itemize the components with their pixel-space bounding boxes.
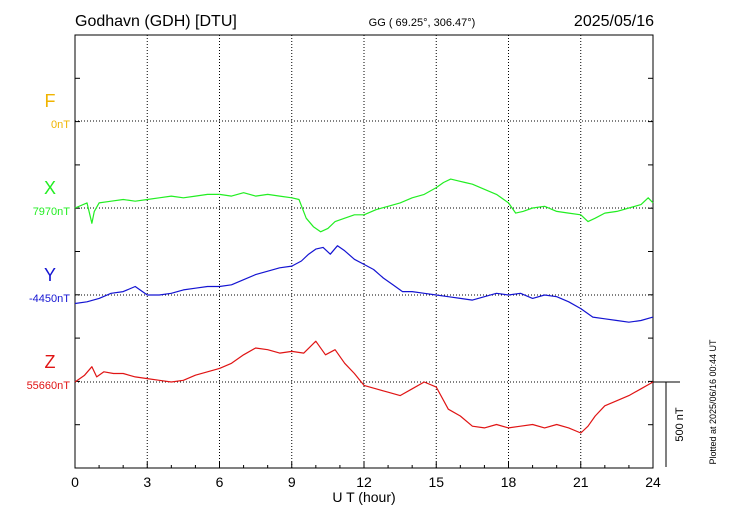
series-line-y xyxy=(74,245,654,323)
ticks: 0 3 6 9 12 15 18 21 24 xyxy=(71,77,661,490)
station-title: Godhavn (GDH) [DTU] xyxy=(75,13,237,30)
scale-bar: 500 nT xyxy=(653,381,686,467)
x-tick-label: 9 xyxy=(288,474,296,490)
series-name-z: Z xyxy=(45,352,56,372)
series-line-z xyxy=(74,340,654,434)
x-tick-label: 0 xyxy=(71,474,79,490)
baseline-value-y: -4450nT xyxy=(29,293,70,305)
series-group xyxy=(74,178,654,434)
series-name-y: Y xyxy=(44,265,56,285)
baseline-value-f: 0nT xyxy=(51,119,70,131)
baseline-value-x: 7970nT xyxy=(33,206,71,218)
baseline-value-z: 55660nT xyxy=(27,380,71,392)
series-name-f: F xyxy=(45,91,56,111)
scale-bar-label: 500 nT xyxy=(674,407,686,442)
plot-date: 2025/05/16 xyxy=(574,13,654,30)
station-coords: GG ( 69.25°, 306.47°) xyxy=(369,17,476,29)
x-tick-label: 24 xyxy=(645,474,661,490)
x-tick-label: 6 xyxy=(216,474,224,490)
x-tick-label: 12 xyxy=(356,474,372,490)
plotted-timestamp: Plotted at 2025/06/16 00:44 UT xyxy=(708,339,718,465)
series-name-x: X xyxy=(44,178,56,198)
x-tick-label: 21 xyxy=(573,474,589,490)
series-labels: F 0nT X 7970nT Y -4450nT Z 55660nT xyxy=(27,91,71,392)
x-tick-label: 3 xyxy=(143,474,151,490)
x-tick-label: 15 xyxy=(428,474,444,490)
x-tick-label: 18 xyxy=(501,474,517,490)
series-line-x xyxy=(74,178,654,233)
x-axis-label: U T (hour) xyxy=(332,489,395,505)
grid xyxy=(146,35,582,468)
